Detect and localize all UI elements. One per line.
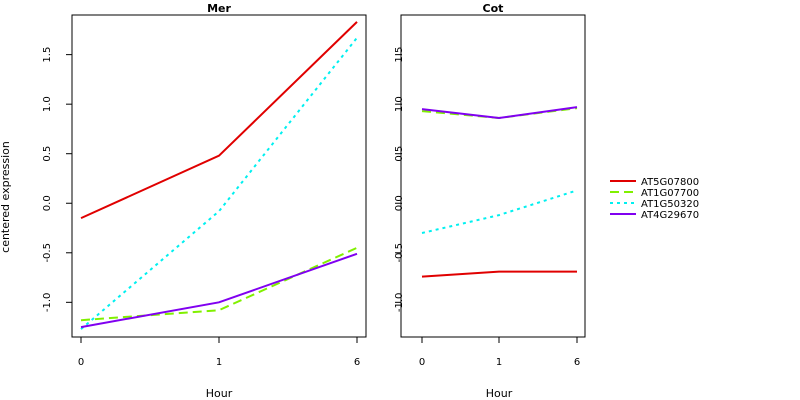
series-line-at1g07700 xyxy=(80,246,358,322)
plot-frame xyxy=(71,14,367,338)
x-tick-label: 0 xyxy=(419,357,425,368)
series-line-at5g07800 xyxy=(80,21,358,220)
y-axis-label: centered expression xyxy=(0,141,12,253)
y-tick-label: 1.0 xyxy=(394,96,405,112)
legend-label: AT1G07700 xyxy=(641,188,699,199)
x-tick-label: 6 xyxy=(354,357,360,368)
y-tick-label: 1.5 xyxy=(42,47,53,63)
x-tick-label: 6 xyxy=(574,357,580,368)
y-tick-label: -1.0 xyxy=(42,293,53,313)
plot-frame xyxy=(400,14,586,338)
y-tick-label: 0.0 xyxy=(42,195,53,211)
panel-title: Mer xyxy=(207,2,231,15)
y-tick-label: 1.0 xyxy=(42,96,53,112)
y-tick-label: 0.5 xyxy=(42,146,53,162)
y-tick-label: -0.5 xyxy=(394,243,405,263)
legend-label: AT5G07800 xyxy=(641,177,699,188)
y-tick-label: 0.5 xyxy=(394,146,405,162)
x-tick-label: 1 xyxy=(496,357,502,368)
y-tick-label: 0.0 xyxy=(394,195,405,211)
x-axis-label-cot: Hour xyxy=(486,387,513,400)
series-line-at4g29670 xyxy=(80,252,358,329)
x-tick-label: 1 xyxy=(216,357,222,368)
panel-mer: Mer -1.0 -0.5 0.0 0.5 1.0 1.5 0 1 6 xyxy=(42,2,367,368)
y-tick-label: -0.5 xyxy=(42,243,53,263)
x-axis-label-mer: Hour xyxy=(206,387,233,400)
legend-label: AT1G50320 xyxy=(641,199,699,210)
series-line-at1g50320 xyxy=(80,37,358,330)
series-line-at4g29670 xyxy=(421,106,578,120)
y-tick-label: 1.5 xyxy=(394,47,405,63)
series-line-at5g07800 xyxy=(421,270,577,278)
legend-label: AT4G29670 xyxy=(641,210,699,221)
panel-cot: Cot -1.0 -0.5 0.0 0.5 1.0 1.5 0 1 6 xyxy=(394,2,586,368)
series-line-at1g50320 xyxy=(421,189,578,234)
x-tick-label: 0 xyxy=(78,357,84,368)
y-tick-label: -1.0 xyxy=(394,293,405,313)
panel-title: Cot xyxy=(483,2,504,15)
